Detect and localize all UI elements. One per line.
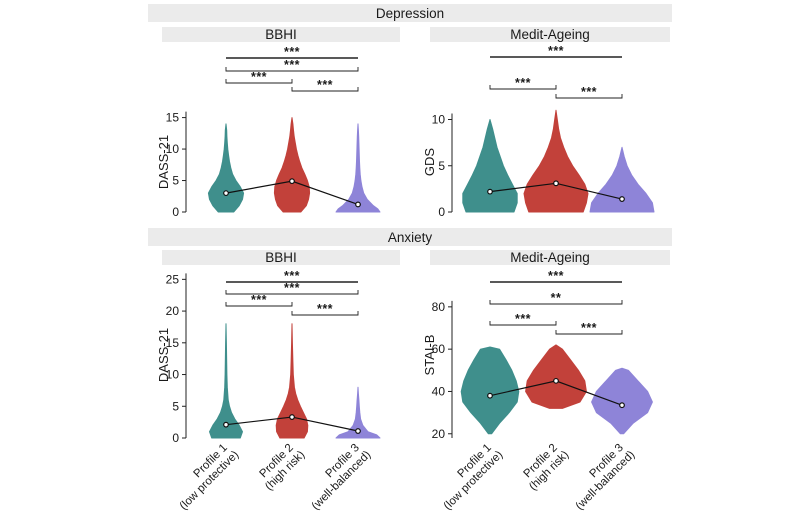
mean-marker-3 <box>619 196 625 202</box>
ylabel-4: STAI-B <box>422 335 437 376</box>
mean-marker-2 <box>289 414 295 420</box>
y-tick-label-3: 15 <box>166 336 180 350</box>
xlabel-left-1: Profile 1 (low protective) <box>169 440 242 513</box>
mean-marker-2 <box>289 178 295 185</box>
violin-2 <box>525 344 587 409</box>
panel-band-4 <box>430 250 670 265</box>
panel-title-2: Medit-Ageing <box>510 27 590 42</box>
xlabel-right-2: Profile 2 (high risk) <box>518 440 571 493</box>
y-tick-label-1: 5 <box>172 174 179 188</box>
sig-label-1: *** <box>515 76 531 90</box>
panel-band-3 <box>162 250 400 265</box>
y-tick-label-3: 80 <box>432 300 446 314</box>
mean-marker-3 <box>619 402 625 409</box>
y-tick-label-5: 25 <box>166 272 180 286</box>
violin-1 <box>460 346 520 435</box>
ylabel-2: GDS <box>422 148 437 177</box>
violin-3 <box>335 123 381 213</box>
y-tick-label-2: 60 <box>432 342 446 356</box>
y-tick-label-1: 5 <box>172 399 179 413</box>
y-tick-label-3: 15 <box>166 111 180 125</box>
sig-label-3: *** <box>317 302 333 316</box>
sig-label-1: ** <box>551 291 562 305</box>
mean-marker-3 <box>355 201 361 208</box>
y-tick-label-0: 20 <box>432 427 446 441</box>
y-tick-label-2: 10 <box>166 142 180 156</box>
violin-2 <box>523 109 589 213</box>
sig-bracket-1 <box>489 300 623 305</box>
sig-label-0: *** <box>548 44 564 58</box>
sig-bracket-1 <box>225 67 359 72</box>
y-tick-label-1: 5 <box>438 159 445 173</box>
mean-marker-1 <box>223 421 229 428</box>
sig-bracket-1 <box>489 85 557 90</box>
mean-marker-1 <box>223 190 229 197</box>
sig-bracket-3 <box>555 330 623 335</box>
y-tick-label-0: 0 <box>172 205 179 219</box>
sig-label-1: *** <box>284 281 300 295</box>
mean-marker-3 <box>355 428 361 434</box>
xlabel-left-3: Profile 3 (well-balanced) <box>300 440 373 513</box>
xlabel-right-3: Profile 3 (well-balanced) <box>564 440 637 513</box>
sig-label-2: *** <box>251 293 267 307</box>
sig-bracket-3 <box>291 311 359 316</box>
sig-label-2: *** <box>515 312 531 326</box>
sig-label-1: *** <box>284 58 300 72</box>
panel-band-1 <box>162 27 400 42</box>
mean-marker-2 <box>553 377 559 384</box>
sig-bracket-2 <box>489 321 557 326</box>
y-tick-label-4: 20 <box>166 304 180 318</box>
sig-bracket-1 <box>225 290 359 295</box>
violin-1 <box>209 323 243 439</box>
xlabel-left-2: Profile 2 (high risk) <box>254 440 307 493</box>
panel-title-1: BBHI <box>265 27 297 42</box>
sig-label-0: *** <box>548 269 564 283</box>
violin-3 <box>335 386 381 439</box>
panel-title-3: BBHI <box>265 250 297 265</box>
y-tick-label-2: 10 <box>166 368 180 382</box>
mean-marker-1 <box>487 188 493 195</box>
panel-depression-medit-ageing: 0 5 10 *** *** *** <box>432 44 655 219</box>
section-title-depression: Depression <box>376 6 444 21</box>
xlabel-right-1: Profile 1 (low protective) <box>433 440 506 513</box>
sig-label-3: *** <box>317 78 333 92</box>
section-title-anxiety: Anxiety <box>388 230 433 245</box>
violin-1 <box>462 119 518 213</box>
sig-label-0: *** <box>284 45 300 59</box>
panel-title-4: Medit-Ageing <box>510 250 590 265</box>
violin-3 <box>591 367 653 435</box>
sig-bracket-2 <box>225 79 293 84</box>
panel-band-2 <box>430 27 670 42</box>
sig-label-0: *** <box>284 269 300 283</box>
ylabel-1: DASS-21 <box>156 135 171 189</box>
ylabel-3: DASS-21 <box>156 328 171 382</box>
violin-2 <box>273 117 311 213</box>
violin-2 <box>275 323 309 439</box>
mean-marker-2 <box>553 180 559 187</box>
y-tick-label-1: 40 <box>432 384 446 398</box>
depression-band <box>148 4 672 22</box>
sig-label-2: *** <box>251 70 267 84</box>
y-tick-label-2: 10 <box>432 113 446 127</box>
violin-1 <box>207 123 245 213</box>
sig-bracket-3 <box>291 87 359 92</box>
mean-marker-1 <box>487 392 493 399</box>
y-tick-label-0: 0 <box>438 205 445 219</box>
sig-label-3: *** <box>581 321 597 335</box>
violin-3 <box>589 146 655 213</box>
sig-bracket-2 <box>225 302 293 307</box>
sig-label-2: *** <box>581 85 597 99</box>
y-tick-label-0: 0 <box>172 431 179 445</box>
anxiety-band <box>148 228 672 246</box>
sig-bracket-2 <box>555 94 623 99</box>
